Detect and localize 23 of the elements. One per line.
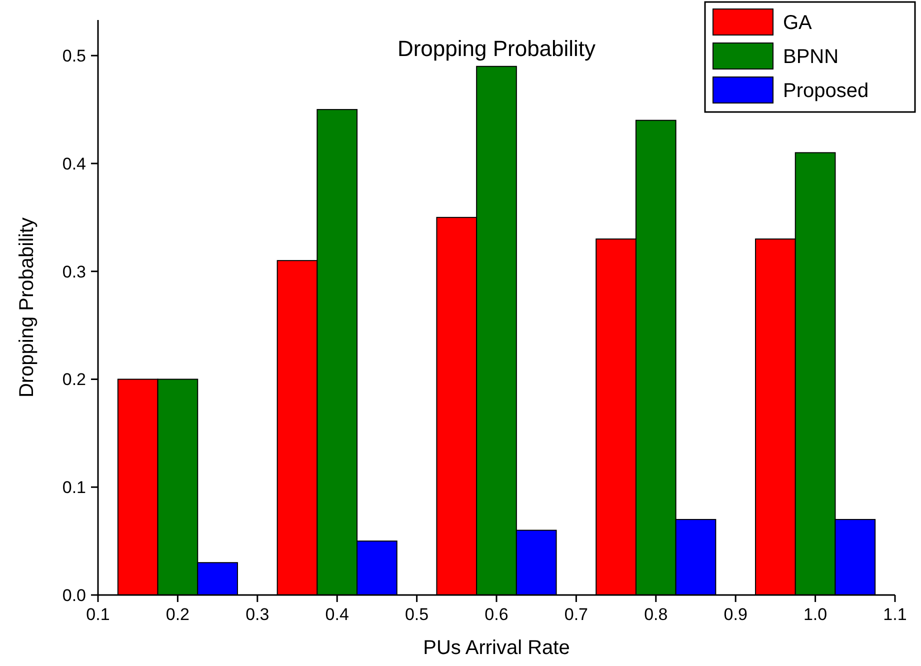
- x-axis-title: PUs Arrival Rate: [423, 637, 570, 659]
- x-tick-label: 0.7: [564, 605, 588, 624]
- legend-label: GA: [783, 12, 813, 34]
- text: Dropping Probability: [397, 36, 596, 61]
- x-tick-label: 0.6: [484, 605, 508, 624]
- y-tick-label: 0.2: [62, 370, 86, 390]
- x-tick-label: 0.3: [246, 605, 270, 624]
- y-axis-title: Dropping Probability: [16, 217, 38, 398]
- x-tick-label: 0.2: [166, 605, 190, 624]
- y-tick-label: 0.0: [62, 586, 86, 605]
- legend-label: Proposed: [783, 80, 869, 102]
- x-tick-label: 0.8: [644, 605, 668, 624]
- x-tick-label: 1.0: [803, 605, 828, 624]
- x-tick-label: 0.1: [86, 605, 110, 624]
- x-tick-label: 0.4: [325, 605, 349, 624]
- y-tick-label: 0.3: [62, 262, 86, 282]
- y-tick-label: 0.1: [62, 478, 86, 498]
- y-tick-label: 0.5: [62, 46, 86, 66]
- x-tick-label: 1.1: [883, 605, 907, 624]
- y-tick-label: 0.4: [62, 154, 86, 174]
- legend-label: BPNN: [783, 46, 839, 68]
- x-tick-label: 0.9: [724, 605, 748, 624]
- x-tick-label: 0.5: [404, 605, 429, 624]
